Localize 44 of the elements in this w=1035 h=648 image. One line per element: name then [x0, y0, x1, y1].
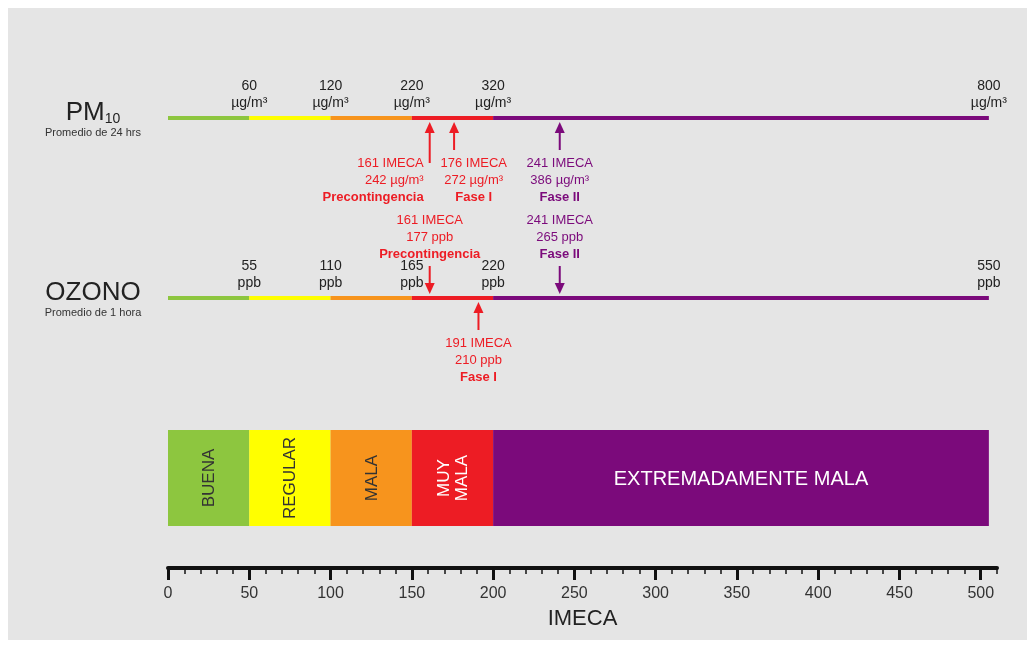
x-tick-label: 450 [886, 583, 913, 601]
annotation: 60 µg/m³ [231, 76, 268, 110]
y-tick-label: OZONO Promedio de 1 hora [44, 276, 143, 318]
annotation: 161 IMECA 177 ppb Precontingencia [379, 212, 482, 261]
annotation: 176 IMECA 272 µg/m³ Fase I [440, 155, 508, 204]
bar [493, 116, 989, 120]
annotation: 110 ppb [318, 256, 343, 290]
annotation: 161 IMECA 242 µg/m³ Precontingencia [322, 155, 425, 204]
series-label: EXTREMADAMENTE MALA [613, 467, 869, 489]
y-tick-label: PM10 Promedio de 24 hrs [45, 96, 142, 138]
series-label: MALA [361, 454, 381, 502]
series-label: REGULAR [280, 436, 300, 520]
x-axis-title: IMECA [547, 604, 618, 630]
x-tick-label: 0 [163, 583, 173, 601]
bar [411, 116, 494, 120]
x-tick-label: 200 [479, 583, 507, 601]
series-label: MUY MALA [433, 454, 471, 502]
x-tick-label: 350 [723, 583, 751, 601]
bar [411, 296, 494, 300]
bar [249, 116, 331, 120]
x-tick-label: 250 [561, 583, 588, 601]
bar [168, 296, 250, 300]
annotation: 241 IMECA 265 ppb Fase II [526, 212, 594, 261]
x-tick-label: 50 [240, 583, 259, 601]
bar [249, 296, 331, 300]
annotation: 241 IMECA 386 µg/m³ Fase II [526, 155, 594, 204]
annotation: 220 ppb [481, 256, 505, 290]
bar [493, 296, 989, 300]
x-tick-label: 500 [967, 583, 995, 601]
x-tick-label: 150 [398, 583, 426, 601]
annotation: 191 IMECA 210 ppb Fase I [445, 335, 513, 384]
bar [168, 116, 250, 120]
annotation: 550 ppb [977, 256, 1001, 290]
x-tick-label: 400 [804, 583, 832, 601]
series-label: BUENA [199, 448, 219, 508]
bar [330, 296, 412, 300]
annotation: 800 µg/m³ [970, 76, 1008, 110]
x-tick-label: 100 [317, 583, 344, 601]
annotation: 120 µg/m³ [312, 76, 349, 110]
annotation: 220 µg/m³ [393, 76, 431, 110]
annotation: 320 µg/m³ [475, 76, 512, 110]
annotation: 55 ppb [237, 256, 262, 290]
x-tick-label: 300 [642, 583, 670, 601]
bar [330, 116, 412, 120]
